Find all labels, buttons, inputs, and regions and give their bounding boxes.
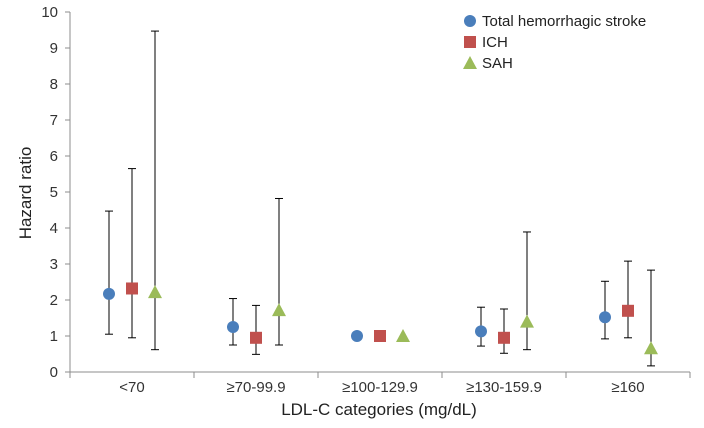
data-point: [599, 311, 611, 324]
data-point: [126, 282, 138, 295]
data-point: [475, 325, 487, 338]
data-point: [103, 287, 115, 300]
data-point: [227, 321, 239, 333]
legend-marker: [464, 15, 476, 27]
data-point: [351, 330, 363, 342]
y-tick-label: 4: [50, 220, 58, 237]
legend-label: SAH: [482, 55, 513, 72]
data-point: [148, 285, 162, 299]
x-axis: <70 ≥70-99.9 ≥100-129.9 ≥130-159.9 ≥160: [69, 371, 691, 396]
data-point: [644, 341, 658, 355]
y-tick-label: 3: [50, 256, 58, 273]
x-axis-title: LDL-C categories (mg/dL): [281, 400, 477, 419]
y-tick-label: 0: [50, 364, 58, 381]
data-point: [250, 331, 262, 344]
x-tick-label: <70: [119, 379, 144, 396]
x-tick-label: ≥160: [611, 379, 644, 396]
legend: Total hemorrhagic stroke ICH SAH: [463, 13, 646, 72]
legend-item: ICH: [464, 34, 508, 51]
data-point: [520, 314, 534, 328]
y-tick-label: 8: [50, 76, 58, 93]
legend-marker: [463, 56, 477, 69]
y-tick-label: 5: [50, 184, 58, 201]
y-axis-title: Hazard ratio: [16, 147, 35, 240]
y-tick-label: 10: [41, 4, 58, 21]
x-tick-label: ≥100-129.9: [342, 379, 418, 396]
y-tick-label: 7: [50, 112, 58, 129]
data-point: [396, 329, 410, 342]
legend-label: ICH: [482, 34, 508, 51]
legend-item: SAH: [463, 55, 513, 72]
legend-item: Total hemorrhagic stroke: [464, 13, 646, 30]
x-tick-label: ≥130-159.9: [466, 379, 542, 396]
data-point: [374, 330, 386, 342]
data-point: [272, 303, 286, 317]
y-tick-label: 1: [50, 328, 58, 345]
series-triangle: [148, 30, 658, 367]
y-tick-label: 2: [50, 292, 58, 309]
legend-label: Total hemorrhagic stroke: [482, 13, 646, 30]
x-tick-label: ≥70-99.9: [226, 379, 285, 396]
data-point: [498, 331, 510, 344]
y-tick-label: 6: [50, 148, 58, 165]
series-circle: [103, 210, 611, 347]
data-point: [622, 304, 634, 317]
y-axis: 0 1 2 3 4 5 6 7 8 9 10: [41, 4, 71, 381]
y-tick-label: 9: [50, 40, 58, 57]
legend-marker: [464, 36, 476, 48]
plot-marks: [103, 30, 658, 367]
series-square: [126, 168, 634, 355]
